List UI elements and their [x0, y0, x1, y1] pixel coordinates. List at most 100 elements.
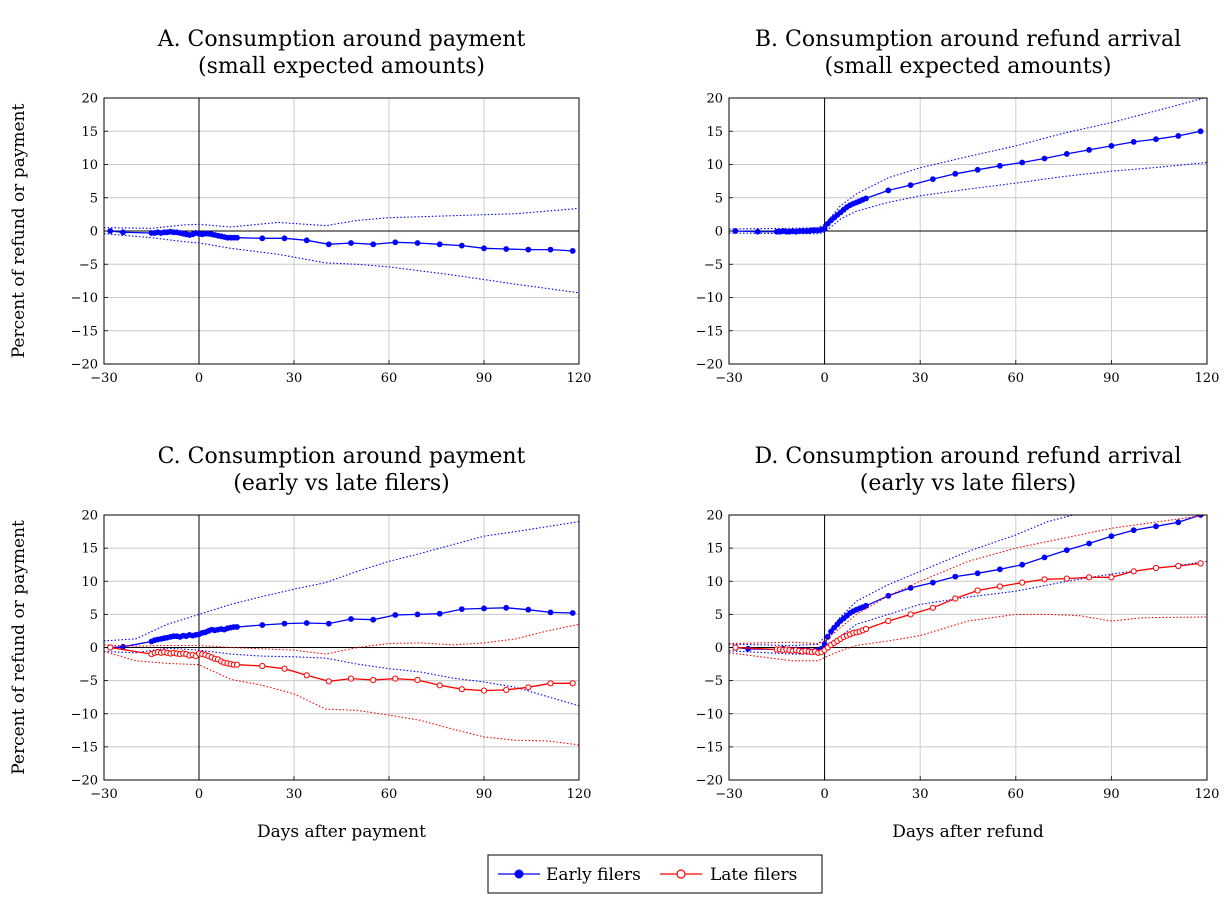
y-tick-label: −15: [71, 740, 98, 755]
y-tick-label: 20: [706, 92, 723, 107]
data-point: [525, 684, 532, 691]
chart-subtitle: (early vs late filers): [233, 471, 450, 496]
data-point: [1152, 564, 1160, 572]
data-point: [436, 241, 443, 248]
y-tick-label: 10: [706, 158, 723, 173]
data-point: [481, 605, 487, 612]
y-tick-label: −5: [704, 258, 723, 273]
data-point: [1175, 132, 1182, 139]
confidence-band-lower: [104, 647, 579, 707]
data-point: [370, 241, 377, 248]
x-tick-label: 90: [1103, 787, 1120, 802]
y-tick-label: −20: [71, 774, 98, 789]
y-tick-label: 20: [706, 509, 723, 524]
data-point: [1041, 576, 1048, 583]
chart-subtitle: (small expected amounts): [825, 54, 1112, 79]
chart-title: C. Consumption around payment: [158, 444, 526, 469]
confidence-band-upper: [729, 98, 1207, 230]
data-point: [952, 170, 959, 177]
x-tick-label: 120: [567, 787, 592, 802]
data-point: [503, 604, 510, 611]
y-axis-label: Percent of refund or payment: [9, 520, 29, 775]
legend-box: [487, 854, 823, 894]
y-tick-label: −20: [71, 358, 98, 373]
y-tick-label: −20: [696, 358, 723, 373]
data-point: [863, 195, 869, 202]
chart-data-layer: [104, 521, 579, 746]
y-tick-label: −15: [71, 324, 98, 339]
data-point: [1063, 575, 1070, 582]
chart-panel-2: C. Consumption around payment(early vs l…: [9, 444, 591, 842]
data-point: [414, 240, 421, 246]
y-tick-label: 5: [90, 608, 98, 623]
data-point: [347, 675, 355, 682]
x-tick-label: 120: [1195, 371, 1220, 386]
data-point: [325, 241, 332, 248]
data-point: [392, 239, 399, 246]
data-point: [525, 606, 532, 613]
data-point: [1063, 150, 1070, 157]
y-tick-label: 5: [715, 191, 723, 206]
x-tick-label: 120: [1195, 787, 1220, 802]
data-point: [120, 229, 126, 236]
data-point: [303, 237, 310, 244]
chart-data-layer: [104, 207, 579, 294]
x-tick-label: −30: [90, 787, 117, 802]
data-point: [414, 611, 421, 618]
data-point: [107, 644, 114, 651]
legend-early-label: Early filers: [546, 865, 641, 885]
y-tick-label: −10: [71, 291, 98, 306]
x-tick-label: −30: [90, 371, 117, 386]
y-tick-label: −20: [696, 774, 723, 789]
y-tick-label: −10: [696, 291, 723, 306]
confidence-band-lower: [104, 233, 579, 294]
data-point: [1086, 574, 1093, 581]
legend-late-label: Late filers: [710, 865, 797, 885]
data-point: [974, 587, 981, 594]
x-tick-label: −30: [715, 371, 742, 386]
data-point: [281, 665, 288, 672]
data-point: [863, 602, 869, 609]
data-point: [1108, 574, 1115, 581]
data-point: [370, 676, 377, 684]
x-tick-label: 0: [820, 787, 828, 802]
y-tick-label: −15: [696, 740, 723, 755]
data-point: [234, 624, 240, 630]
y-tick-label: 15: [706, 542, 723, 557]
y-tick-label: −5: [79, 674, 98, 689]
y-tick-label: −5: [704, 674, 723, 689]
data-point: [1153, 523, 1159, 530]
data-point: [754, 228, 761, 235]
data-point: [303, 620, 310, 626]
y-tick-label: 15: [81, 125, 98, 140]
data-point: [1175, 562, 1182, 570]
data-point: [569, 610, 576, 616]
data-point: [732, 644, 739, 651]
x-tick-label: 30: [286, 787, 303, 802]
data-point: [929, 604, 937, 611]
chart-data-layer: [729, 515, 1207, 662]
confidence-band-upper: [729, 515, 1207, 645]
y-tick-label: −10: [71, 707, 98, 722]
x-axis-label: Days after refund: [892, 822, 1044, 842]
confidence-band-upper: [104, 623, 579, 655]
data-point: [862, 625, 870, 633]
legend-late-marker: [676, 869, 686, 879]
data-point: [828, 628, 834, 635]
x-tick-label: 120: [567, 371, 592, 386]
y-tick-label: 15: [81, 542, 98, 557]
x-tick-label: 0: [820, 371, 828, 386]
data-point: [732, 228, 739, 234]
series-line: [735, 562, 1201, 654]
y-tick-label: 5: [90, 191, 98, 206]
data-point: [569, 680, 576, 687]
y-tick-label: 10: [81, 158, 98, 173]
data-point: [885, 187, 892, 194]
series-line: [735, 130, 1201, 233]
data-point: [281, 620, 288, 627]
data-point: [348, 616, 354, 622]
data-point: [1086, 146, 1092, 153]
data-point: [481, 245, 487, 252]
chart-subtitle: (small expected amounts): [198, 54, 485, 79]
data-point: [974, 166, 981, 173]
